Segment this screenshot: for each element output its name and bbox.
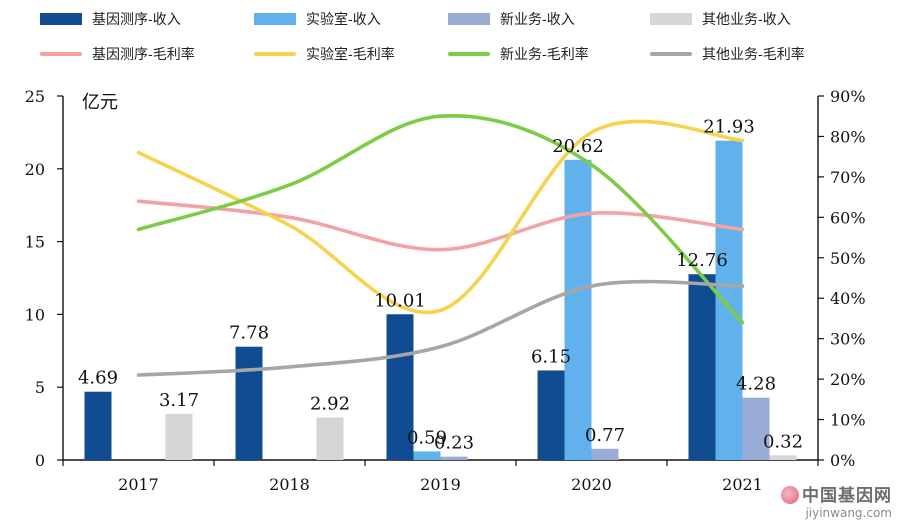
dna-logo-icon xyxy=(781,486,799,504)
bar xyxy=(316,417,344,460)
bar-data-label: 21.93 xyxy=(703,117,755,138)
legend-label: 新业务-收入 xyxy=(500,12,575,28)
x-tick-label: 2020 xyxy=(571,475,612,494)
legend-swatch xyxy=(254,13,296,25)
legend-swatch xyxy=(650,52,692,56)
legend-item: 其他业务-收入 xyxy=(650,9,791,29)
y-right-tick-label: 0% xyxy=(830,451,855,470)
bar xyxy=(537,370,565,460)
bar-data-label: 0.23 xyxy=(434,433,474,454)
line-marks xyxy=(136,114,745,377)
data-labels: 4.69 7.78 10.01 6.15 12.76 0.59 20.62 21.93 0.23… xyxy=(78,117,803,454)
bar xyxy=(440,456,468,460)
legend-item: 新业务-毛利率 xyxy=(448,44,589,64)
legend-label: 基因测序-毛利率 xyxy=(92,47,195,63)
legend-swatch xyxy=(40,52,82,56)
bar-data-label: 12.76 xyxy=(676,250,728,271)
legend-item: 基因测序-毛利率 xyxy=(40,44,195,64)
bar-data-label: 0.77 xyxy=(585,425,625,446)
y-right-tick-label: 10% xyxy=(830,411,866,430)
series-line xyxy=(136,199,745,252)
bar xyxy=(165,413,193,460)
x-tick-label: 2021 xyxy=(722,475,763,494)
y-left-tick-label: 20 xyxy=(25,160,45,179)
legend-item: 其他业务-毛利率 xyxy=(650,44,805,64)
y-axis-unit-label: 亿元 xyxy=(82,92,118,113)
bar-data-label: 10.01 xyxy=(374,290,426,311)
y-right-tick-label: 70% xyxy=(830,168,866,187)
legend-label: 实验室-毛利率 xyxy=(306,47,395,63)
bar xyxy=(769,455,797,460)
bar-data-label: 20.62 xyxy=(552,136,604,157)
x-tick-label: 2019 xyxy=(420,475,461,494)
bar xyxy=(413,451,441,460)
bar-data-label: 3.17 xyxy=(159,390,199,411)
y-right-tick-label: 60% xyxy=(830,208,866,227)
series-line xyxy=(136,279,745,377)
legend-label: 其他业务-收入 xyxy=(702,12,791,28)
bar xyxy=(688,274,716,460)
x-tick-label: 2017 xyxy=(118,475,159,494)
legend-item: 实验室-毛利率 xyxy=(254,44,395,64)
legend-swatch xyxy=(448,52,490,56)
x-tick-label: 2018 xyxy=(269,475,310,494)
legend-swatch xyxy=(650,13,692,25)
legend-item: 实验室-收入 xyxy=(254,9,381,29)
y-right-tick-label: 90% xyxy=(830,87,866,106)
legend-swatch xyxy=(40,13,82,25)
bar xyxy=(715,140,743,460)
legend-label: 基因测序-收入 xyxy=(92,12,181,28)
bar-data-label: 7.78 xyxy=(229,323,269,344)
legend-label: 实验室-收入 xyxy=(306,12,381,28)
y-right-tick-label: 50% xyxy=(830,249,866,268)
legend: 基因测序-收入 实验室-收入 新业务-收入 其他业务-收入基因测序-毛利率 实验室-毛利… xyxy=(0,0,900,80)
bar-marks xyxy=(84,140,797,460)
y-right-tick-label: 40% xyxy=(830,289,866,308)
legend-label: 新业务-毛利率 xyxy=(500,47,589,63)
y-left-tick-label: 10 xyxy=(25,305,45,324)
bar-data-label: 6.15 xyxy=(531,346,571,367)
y-left-tick-label: 15 xyxy=(25,233,45,252)
legend-item: 新业务-收入 xyxy=(448,9,575,29)
y-left-tick-label: 5 xyxy=(35,378,45,397)
bar-data-label: 4.69 xyxy=(78,368,118,389)
watermark-name: 中国基因网 xyxy=(781,481,892,506)
y-left-tick-label: 25 xyxy=(25,87,45,106)
legend-swatch xyxy=(448,13,490,25)
bar xyxy=(235,346,263,460)
legend-swatch xyxy=(254,52,296,56)
legend-label: 其他业务-毛利率 xyxy=(702,47,805,63)
bar-data-label: 2.92 xyxy=(310,393,350,414)
watermark-url: jiyinwang.com xyxy=(805,506,892,520)
bar xyxy=(84,391,112,460)
bar-data-label: 0.32 xyxy=(763,431,803,452)
y-right-tick-label: 80% xyxy=(830,127,866,146)
legend-item: 基因测序-收入 xyxy=(40,9,181,29)
series-line xyxy=(136,114,745,325)
bar xyxy=(564,159,592,460)
axes: 0 5 10 15 20 25 0% 10% 20% 30% 40% 50% 60% 70% 80% 90% 2… xyxy=(25,87,866,494)
y-right-tick-label: 20% xyxy=(830,370,866,389)
bar xyxy=(742,397,770,460)
bar xyxy=(591,448,619,460)
series-line xyxy=(136,119,745,315)
y-right-tick-label: 30% xyxy=(830,330,866,349)
bar xyxy=(386,314,414,460)
y-left-tick-label: 0 xyxy=(35,451,45,470)
watermark: 中国基因网 jiyinwang.com xyxy=(781,481,892,520)
bar-data-label: 4.28 xyxy=(736,374,776,395)
bar-data-label: 0.59 xyxy=(407,427,447,448)
